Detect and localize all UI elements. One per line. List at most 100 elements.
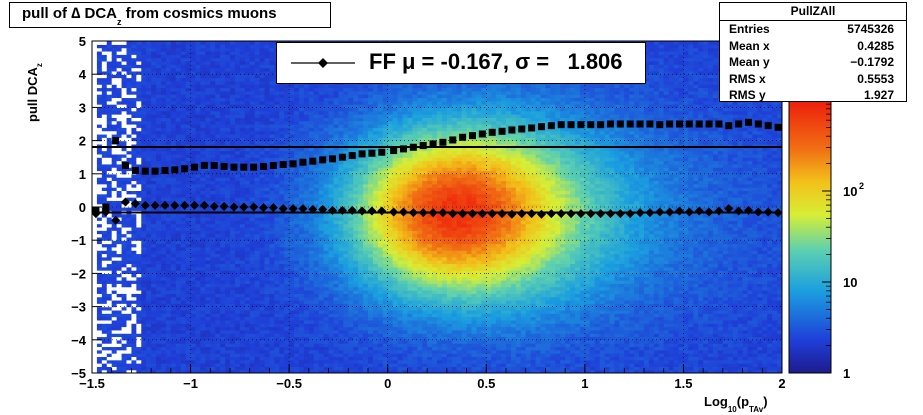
heatmap-cell	[180, 197, 187, 201]
heatmap-cell	[220, 273, 226, 278]
heatmap-cell	[161, 246, 167, 251]
heatmap-cell	[136, 207, 142, 211]
heatmap-cell	[111, 223, 118, 228]
heatmap-cell	[200, 243, 206, 248]
heatmap-cell	[101, 273, 108, 278]
heatmap-cell	[136, 187, 142, 191]
heatmap-cell	[106, 163, 113, 168]
heatmap-cell	[141, 67, 147, 72]
heatmap-cell	[200, 190, 206, 195]
heatmap-cell	[185, 77, 192, 82]
heatmap-cell	[116, 41, 123, 45]
heatmap-cell	[205, 180, 211, 185]
heatmap-cell	[116, 250, 123, 255]
heatmap-cell	[101, 200, 108, 205]
heatmap-cell	[126, 120, 133, 125]
heatmap-cell	[205, 256, 211, 261]
heatmap-cell	[111, 120, 118, 125]
heatmap-cell	[210, 216, 216, 221]
heatmap-cell	[165, 260, 172, 265]
heatmap-cell	[141, 319, 147, 324]
heatmap-cell	[111, 124, 118, 128]
heatmap-cell	[170, 163, 177, 168]
heatmap-cell	[220, 104, 226, 108]
heatmap-cell	[180, 319, 187, 324]
heatmap-cell	[136, 140, 142, 145]
heatmap-cell	[106, 67, 113, 72]
heatmap-cell	[156, 117, 162, 122]
heatmap-cell	[136, 256, 142, 261]
heatmap-cell	[205, 41, 211, 45]
heatmap-cell	[151, 359, 157, 364]
heatmap-cell	[116, 266, 123, 271]
heatmap-cell	[111, 197, 118, 201]
heatmap-cell	[116, 256, 123, 261]
heatmap-cell	[131, 104, 137, 108]
heatmap-cell	[111, 256, 118, 261]
heatmap-cell	[96, 90, 103, 95]
heatmap-cell	[190, 57, 197, 62]
heatmap-cell	[200, 187, 206, 191]
heatmap-cell	[101, 64, 108, 69]
heatmap-cell	[195, 140, 202, 145]
heatmap-cell	[116, 104, 123, 108]
heatmap-cell	[151, 130, 157, 135]
heatmap-cell	[205, 290, 211, 294]
heatmap-cell	[215, 299, 221, 304]
heatmap-cell	[185, 163, 192, 168]
heatmap-cell	[156, 47, 162, 52]
heatmap-cell	[121, 110, 128, 115]
heatmap-cell	[170, 329, 177, 334]
heatmap-cell	[121, 326, 128, 331]
heatmap-cell	[136, 44, 142, 49]
heatmap-cell	[220, 253, 226, 258]
heatmap-cell	[146, 343, 152, 348]
heatmap-cell	[205, 84, 211, 89]
heatmap-cell	[195, 147, 202, 152]
heatmap-cell	[146, 94, 152, 99]
heatmap-cell	[185, 246, 192, 251]
heatmap-cell	[200, 246, 206, 251]
heatmap-cell	[190, 356, 197, 361]
heatmap-cell	[180, 47, 187, 52]
heatmap-cell	[141, 127, 147, 132]
heatmap-cell	[131, 260, 137, 265]
heatmap-cell	[210, 140, 216, 145]
heatmap-cell	[156, 359, 162, 364]
heatmap-cell	[111, 77, 118, 82]
heatmap-cell	[220, 306, 226, 311]
heatmap-cell	[156, 74, 162, 79]
heatmap-cell	[180, 90, 187, 95]
heatmap-cell	[151, 117, 157, 122]
heatmap-cell	[106, 70, 113, 75]
heatmap-cell	[161, 84, 167, 89]
heatmap-cell	[180, 150, 187, 155]
heatmap-cell	[195, 296, 202, 301]
heatmap-cell	[136, 64, 142, 69]
heatmap-cell	[116, 193, 123, 198]
heatmap-cell	[126, 197, 133, 201]
heatmap-cell	[126, 290, 133, 294]
heatmap-cell	[116, 243, 123, 248]
heatmap-cell	[195, 100, 202, 105]
heatmap-cell	[175, 356, 182, 361]
heatmap-cell	[165, 160, 172, 165]
heatmap-cell	[205, 273, 211, 278]
heatmap-cell	[215, 64, 221, 69]
heatmap-cell	[116, 223, 123, 228]
heatmap-cell	[141, 263, 147, 268]
heatmap-cell	[185, 157, 192, 162]
heatmap-cell	[141, 290, 147, 294]
heatmap-cell	[156, 366, 162, 371]
heatmap-cell	[111, 50, 118, 55]
heatmap-cell	[190, 349, 197, 354]
heatmap-cell	[131, 153, 137, 158]
heatmap-cell	[215, 276, 221, 281]
heatmap-cell	[215, 97, 221, 102]
heatmap-cell	[116, 153, 123, 158]
heatmap-cell	[156, 143, 162, 148]
heatmap-cell	[121, 117, 128, 122]
heatmap-cell	[116, 84, 123, 89]
heatmap-cell	[170, 143, 177, 148]
heatmap-cell	[106, 339, 113, 344]
